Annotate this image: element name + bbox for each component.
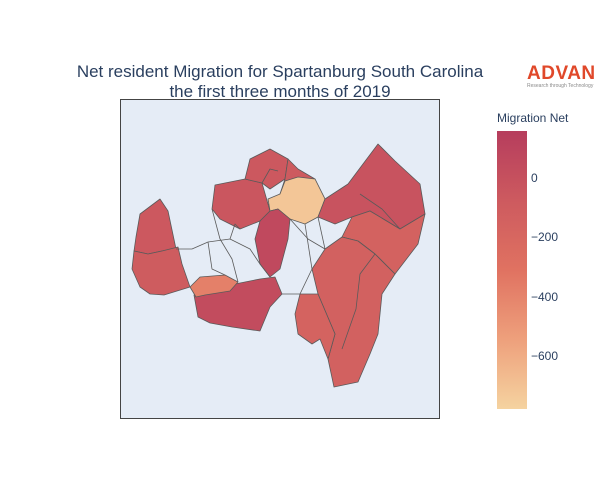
region-boundary <box>229 223 241 240</box>
region-boundary <box>359 193 401 230</box>
colorbar-title: Migration Net <box>497 111 569 125</box>
region-boundary <box>261 168 279 184</box>
region-boundary <box>211 208 239 283</box>
region-south[interactable] <box>294 293 336 360</box>
region-central-orange[interactable] <box>189 274 239 298</box>
logo-tagline: Research through Technology <box>527 83 594 89</box>
region-boundary <box>207 241 226 276</box>
colorbar-tick-label: 0 <box>531 171 538 186</box>
region-boundary <box>317 216 326 250</box>
region-west[interactable] <box>133 198 177 255</box>
colorbar <box>497 131 527 409</box>
colorbar-tick-label: −400 <box>531 289 559 304</box>
choropleth-map <box>131 143 426 388</box>
logo-brand: ADVAN <box>527 63 596 84</box>
chart-title-line1: Net resident Migration for Spartanburg S… <box>76 62 484 81</box>
region-boundary <box>289 218 326 250</box>
region-boundary <box>282 223 313 295</box>
colorbar-tick-label: −600 <box>531 348 559 363</box>
region-southwest[interactable] <box>131 246 191 296</box>
region-boundary <box>341 253 376 350</box>
advan-logo: ADVAN Research through Technology <box>527 63 596 90</box>
colorbar-tick-label: −200 <box>531 230 559 245</box>
chart-title-line2: the first three months of 2019 <box>169 82 391 101</box>
region-central-dark[interactable] <box>254 208 291 278</box>
